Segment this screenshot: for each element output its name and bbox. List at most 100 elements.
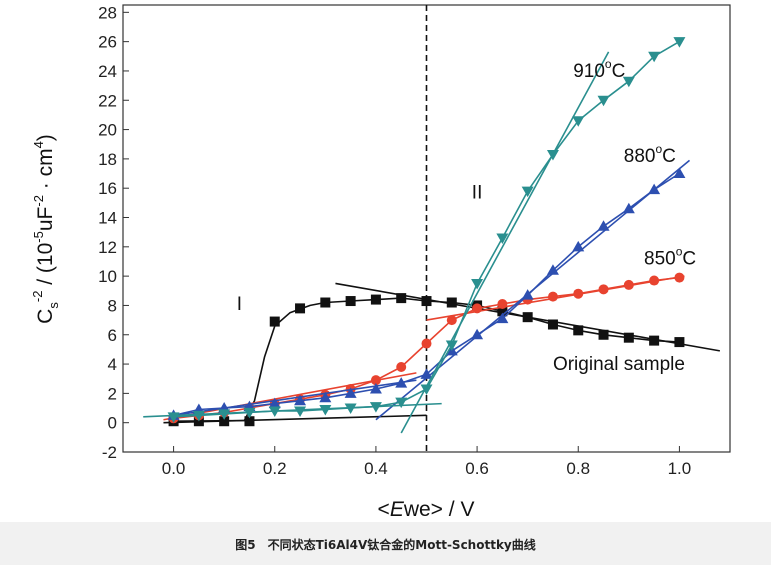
data-point	[268, 406, 281, 417]
y-tick-label: 22	[98, 91, 117, 110]
data-point	[471, 278, 484, 290]
y-axis-title: Cs-2 / (10-5uF-2 · cm4)	[30, 134, 61, 324]
data-point	[369, 402, 382, 413]
data-point	[370, 375, 381, 386]
data-point	[446, 315, 457, 326]
data-point	[497, 298, 508, 309]
y-tick-label: 8	[108, 296, 117, 315]
y-axis-title-mid1: / (10	[34, 243, 57, 291]
x-axis-title-rest: we> / V	[403, 498, 475, 521]
data-point	[421, 338, 432, 349]
y-axis-title-sub: s	[46, 302, 61, 309]
y-axis-title-sup-neg2: -2	[30, 291, 45, 303]
series-layer	[143, 37, 721, 434]
x-axis-title: <Ewe> / V	[378, 498, 475, 521]
fit-line	[400, 51, 610, 434]
y-axis-title-mid3: · cm	[34, 148, 57, 195]
y-tick-label: 0	[108, 414, 117, 433]
data-point	[471, 328, 484, 340]
data-point	[370, 294, 381, 305]
data-point	[546, 264, 559, 275]
data-point	[573, 325, 584, 336]
data-point	[320, 297, 331, 308]
caption-bar: 图5 不同状态Ti6Al4V钛合金的Mott-Schottky曲线	[0, 522, 771, 565]
y-tick-label: 28	[98, 3, 117, 22]
x-axis-title-italic: E	[390, 498, 405, 521]
y-tick-label: 14	[98, 209, 117, 228]
data-point	[572, 240, 585, 252]
data-point	[192, 410, 205, 422]
data-point	[218, 409, 231, 420]
series-group	[167, 159, 691, 421]
y-tick-label: 18	[98, 150, 117, 169]
y-axis-title-sup4: 4	[31, 141, 46, 148]
y-tick-label: 20	[98, 121, 117, 140]
series-label-unit: C	[682, 248, 696, 269]
data-point	[369, 382, 382, 394]
region-label: I	[237, 294, 242, 315]
data-point	[269, 316, 280, 327]
data-point	[497, 306, 508, 317]
data-point	[546, 149, 559, 161]
data-point	[648, 51, 661, 63]
data-point	[420, 368, 433, 379]
data-point	[547, 319, 558, 330]
data-point	[319, 391, 332, 403]
series-label: 850oC	[644, 244, 696, 269]
data-point	[674, 272, 685, 283]
series-label-value: 850	[644, 248, 676, 269]
y-tick-label: 26	[98, 33, 117, 52]
series-label-unit: C	[662, 146, 676, 167]
data-point	[219, 416, 230, 427]
data-point	[673, 167, 686, 179]
data-point	[573, 288, 584, 299]
y-axis-title-sup-neg2b: -2	[31, 195, 46, 207]
series-line	[173, 297, 680, 422]
series-label-degree: o	[655, 142, 662, 156]
y-tick-label: -2	[102, 443, 117, 462]
data-point	[547, 291, 558, 302]
data-point	[243, 407, 256, 419]
data-point	[623, 279, 634, 290]
series-label-degree: o	[605, 57, 612, 71]
data-point	[319, 404, 332, 416]
x-tick-label: 0.4	[364, 459, 388, 478]
y-tick-label: 24	[98, 62, 117, 81]
data-point	[496, 233, 509, 245]
x-axis-title-open: <	[378, 498, 390, 521]
data-point	[268, 397, 281, 409]
data-point	[521, 289, 534, 300]
x-tick-label: 0.2	[263, 459, 287, 478]
y-tick-label: 16	[98, 179, 117, 198]
chart-svg: 0.0 0.2 0.4 0.6 0.8 1.0-202468101214161820222…	[30, 3, 731, 521]
data-point	[167, 412, 180, 423]
series-label-value: 910	[573, 61, 605, 82]
data-point	[496, 312, 509, 324]
data-point	[522, 312, 533, 323]
x-tick-label: 0.0	[162, 459, 186, 478]
region-label: II	[472, 182, 483, 203]
data-point	[648, 183, 661, 195]
y-axis-title-c: C	[34, 309, 57, 324]
data-point	[395, 377, 408, 388]
y-axis-title-sup-neg5: -5	[31, 231, 46, 243]
data-point	[598, 284, 609, 295]
chart-figure: 0.0 0.2 0.4 0.6 0.8 1.0 -2 0 2 4 6 8 10 12 14 16 18 20 22 2…	[30, 3, 731, 521]
data-point	[572, 116, 585, 127]
figure-caption: 图5 不同状态Ti6Al4V钛合金的Mott-Schottky曲线	[235, 538, 536, 552]
data-point	[294, 394, 307, 406]
data-point	[674, 337, 685, 348]
x-tick-label: 0.6	[465, 459, 489, 478]
y-axis-title-close: )	[34, 134, 57, 141]
data-point	[649, 335, 660, 346]
series-group	[163, 282, 721, 427]
data-point	[622, 76, 635, 88]
data-point	[244, 416, 255, 427]
series-label-value: 880	[624, 146, 656, 167]
data-point	[421, 296, 432, 307]
data-point	[673, 37, 686, 48]
y-tick-label: 6	[108, 326, 117, 345]
data-point	[597, 220, 610, 231]
y-axis-title-mid2: uF	[34, 207, 57, 232]
series-label: Original sample	[553, 354, 685, 375]
